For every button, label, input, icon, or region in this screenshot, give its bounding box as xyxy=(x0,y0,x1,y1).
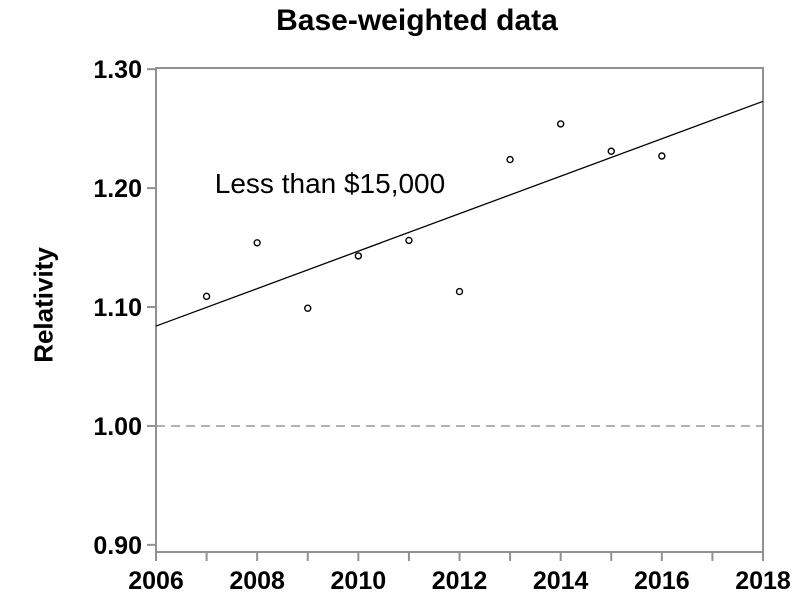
data-point xyxy=(455,287,464,296)
data-point xyxy=(607,147,615,155)
x-axis-tick-label: 2014 xyxy=(533,567,589,595)
y-axis-tick-label: 0.90 xyxy=(93,532,142,560)
data-point xyxy=(304,304,312,312)
x-axis-tick-label: 2008 xyxy=(229,567,285,595)
trend-line xyxy=(155,100,764,327)
plot-frame xyxy=(155,67,764,553)
y-axis-title: Relativity xyxy=(28,247,59,363)
x-axis-tick-label: 2016 xyxy=(634,567,690,595)
chart-title: Base-weighted data xyxy=(276,4,558,37)
data-point xyxy=(253,239,261,247)
data-point xyxy=(202,292,211,301)
x-axis-tick-label: 2006 xyxy=(128,567,184,595)
data-point xyxy=(658,152,666,160)
y-axis-tick-label: 1.00 xyxy=(93,413,142,441)
y-axis-tick-label: 1.10 xyxy=(93,294,142,322)
x-axis-tick-label: 2018 xyxy=(735,567,791,595)
data-point xyxy=(556,120,565,128)
data-point xyxy=(405,236,413,245)
data-point xyxy=(506,155,514,164)
x-axis-tick-label: 2012 xyxy=(432,567,488,595)
x-axis-tick-label: 2010 xyxy=(331,567,387,595)
data-point xyxy=(354,252,363,260)
series-annotation-label: Less than $15,000 xyxy=(214,168,446,199)
y-axis-tick-label: 1.20 xyxy=(93,175,142,203)
y-axis-tick-label: 1.30 xyxy=(93,56,142,84)
